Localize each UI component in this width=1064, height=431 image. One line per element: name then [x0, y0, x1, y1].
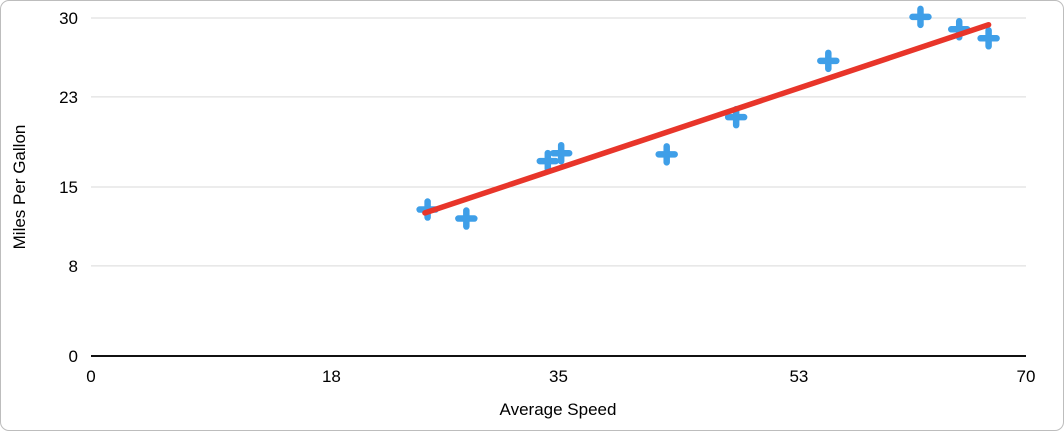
y-tick-label: 0 — [69, 347, 78, 366]
data-point — [455, 207, 478, 230]
x-tick-label: 35 — [549, 367, 568, 386]
data-point — [909, 5, 932, 29]
trendline-group — [422, 22, 992, 216]
y-tick-label: 8 — [69, 257, 78, 276]
data-point — [536, 149, 560, 173]
data-point — [549, 141, 573, 165]
y-tick-label: 15 — [59, 178, 78, 197]
x-tick-label: 70 — [1017, 367, 1036, 386]
tick-labels-group: 0 8 15 23 30 0 18 35 53 70 — [59, 9, 1035, 386]
trendline — [422, 22, 992, 216]
x-tick-label: 18 — [322, 367, 341, 386]
y-tick-label: 23 — [59, 88, 78, 107]
y-tick-label: 30 — [59, 9, 78, 28]
data-point — [817, 49, 840, 73]
x-tick-label: 53 — [789, 367, 808, 386]
data-point — [655, 143, 678, 166]
data-point — [977, 27, 1000, 50]
x-tick-label: 0 — [86, 367, 95, 386]
x-axis-title: Average Speed — [500, 400, 617, 419]
y-axis-title: Miles Per Gallon — [10, 125, 29, 250]
gridlines-group — [91, 17, 1026, 357]
